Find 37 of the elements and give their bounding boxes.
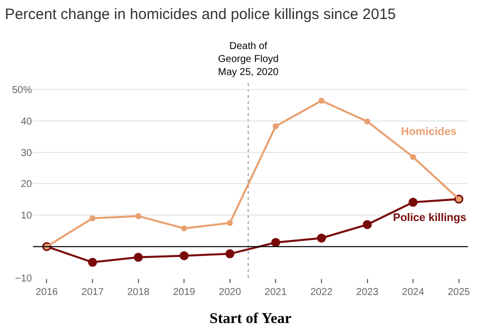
x-tick-label: 2019 xyxy=(172,287,196,298)
point xyxy=(362,220,372,230)
point xyxy=(135,213,142,220)
x-tick-label: 2025 xyxy=(448,287,470,298)
point xyxy=(226,220,233,226)
y-tick-label: 20 xyxy=(20,179,32,190)
x-tick-label: 2021 xyxy=(264,287,288,298)
x-tick-label: 2017 xyxy=(81,287,104,298)
point xyxy=(364,118,370,124)
series-label: Police killings xyxy=(393,212,466,224)
point xyxy=(181,225,188,232)
y-tick-label: 10 xyxy=(20,210,32,222)
x-tick-label: 2018 xyxy=(127,287,150,298)
x-tick-label: 2020 xyxy=(218,287,242,298)
point xyxy=(90,215,96,222)
point xyxy=(318,98,324,104)
point xyxy=(316,234,326,243)
ref-line-label: Death of George Floyd May 25, 2020 xyxy=(218,41,280,78)
point xyxy=(410,154,416,160)
y-tick-label: −10 xyxy=(15,274,32,284)
y-tick-label: 30 xyxy=(20,148,32,159)
point xyxy=(271,238,280,247)
x-axis-title: Start of Year xyxy=(210,311,292,327)
point xyxy=(272,123,279,130)
x-tick-label: 2022 xyxy=(310,287,334,298)
x-tick-label: 2024 xyxy=(402,287,425,298)
chart-title: Percent change in homicides and police killings since 2015 xyxy=(4,6,396,23)
y-tick-label: 40 xyxy=(20,116,32,128)
point xyxy=(88,258,98,267)
x-tick-label: 2023 xyxy=(356,287,379,298)
point xyxy=(225,249,234,258)
point xyxy=(180,251,189,260)
x-tick-label: 2016 xyxy=(36,287,58,298)
y-tick-label: 50% xyxy=(12,84,32,96)
point xyxy=(408,198,418,207)
point xyxy=(134,252,143,262)
series-label: Homicides xyxy=(401,126,457,138)
